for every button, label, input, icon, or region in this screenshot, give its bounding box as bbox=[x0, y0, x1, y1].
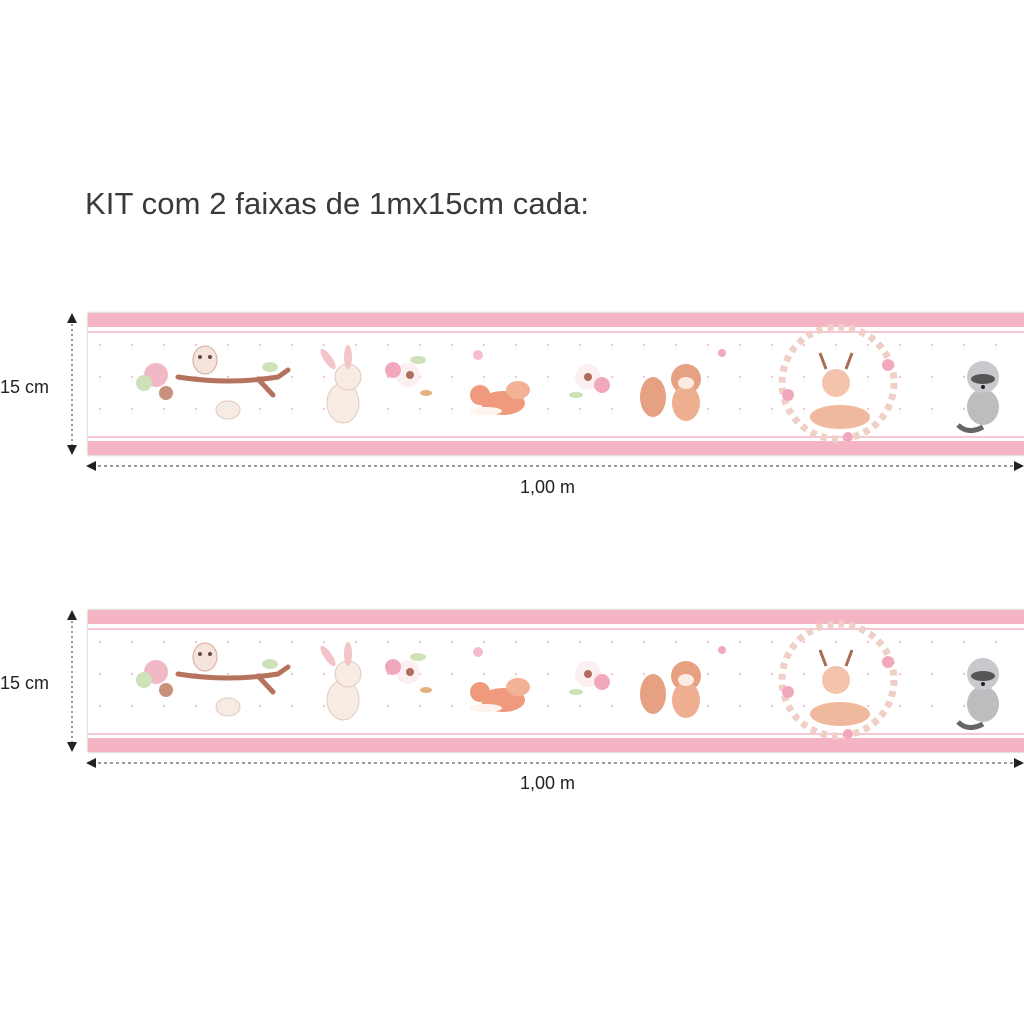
bunny-illustration bbox=[320, 642, 362, 721]
border-artwork bbox=[98, 620, 999, 740]
page-title: KIT com 2 faixas de 1mx15cm cada: bbox=[85, 186, 590, 221]
top-thin-line bbox=[88, 628, 1024, 630]
bottom-thin-line bbox=[88, 733, 1024, 735]
bottom-stripe bbox=[88, 441, 1024, 455]
flowers-illustration bbox=[569, 364, 610, 398]
height-label: 15 cm bbox=[0, 377, 50, 397]
flowers-illustration bbox=[385, 356, 432, 396]
deer-in-floral-wreath-illustration bbox=[778, 620, 898, 740]
height-dimension-arrow bbox=[67, 313, 77, 455]
border-strip-2 bbox=[88, 610, 1024, 752]
top-stripe bbox=[88, 610, 1024, 624]
flowers-illustration bbox=[385, 653, 432, 693]
owl-on-branch-illustration bbox=[136, 345, 291, 400]
owl-on-branch-illustration bbox=[136, 642, 291, 697]
height-dimension-arrow bbox=[67, 610, 77, 752]
bottom-thin-line bbox=[88, 436, 1024, 438]
top-thin-line bbox=[88, 331, 1024, 333]
bird-illustration bbox=[215, 400, 241, 420]
width-label: 1,00 m bbox=[520, 773, 576, 793]
raccoon-illustration bbox=[956, 361, 999, 433]
fox-illustration bbox=[470, 678, 530, 712]
deer-in-floral-wreath-illustration bbox=[778, 323, 898, 443]
bird-illustration bbox=[215, 697, 241, 717]
top-stripe bbox=[88, 313, 1024, 327]
squirrel-illustration bbox=[640, 364, 701, 421]
width-label: 1,00 m bbox=[520, 477, 576, 497]
border-artwork bbox=[98, 323, 999, 443]
butterfly-icon bbox=[473, 646, 726, 657]
butterfly-icon bbox=[473, 349, 726, 360]
squirrel-illustration bbox=[640, 661, 701, 718]
width-dimension-arrow bbox=[86, 461, 1024, 471]
width-dimension-arrow bbox=[86, 758, 1024, 768]
fox-illustration bbox=[470, 381, 530, 415]
polka-dots bbox=[98, 640, 998, 708]
bunny-illustration bbox=[320, 345, 362, 424]
raccoon-illustration bbox=[956, 658, 999, 730]
border-strip-1 bbox=[88, 313, 1024, 455]
height-label: 15 cm bbox=[0, 673, 50, 693]
flowers-illustration bbox=[569, 661, 610, 695]
bottom-stripe bbox=[88, 738, 1024, 752]
